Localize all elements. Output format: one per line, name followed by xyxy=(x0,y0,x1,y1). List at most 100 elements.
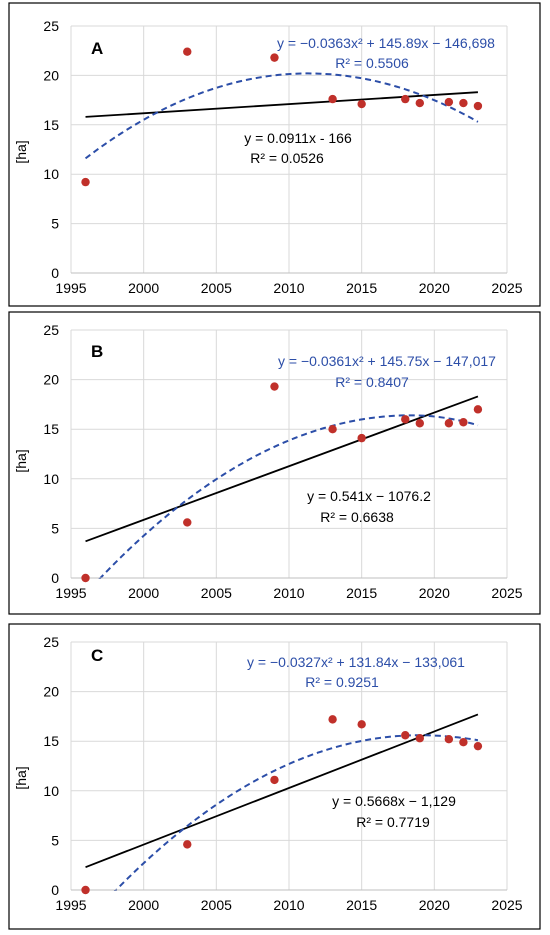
y-tick-label: 25 xyxy=(43,634,59,650)
data-point xyxy=(444,419,454,428)
data-point xyxy=(401,415,410,424)
x-tick-label: 2015 xyxy=(346,585,377,601)
data-point xyxy=(459,737,468,747)
y-tick-label: 25 xyxy=(43,322,59,338)
y-axis-label: [ha] xyxy=(13,449,29,472)
data-point xyxy=(444,735,454,744)
data-point xyxy=(183,47,192,56)
y-tick-label: 5 xyxy=(51,520,59,536)
x-tick-label: 2025 xyxy=(491,897,522,913)
trend-lines xyxy=(71,395,507,579)
panel-frame xyxy=(8,311,541,615)
data-point xyxy=(270,775,279,785)
x-tick-label: 1995 xyxy=(55,280,86,296)
x-tick-label: 2015 xyxy=(346,897,377,913)
linear-r2: R² = 0.0526 xyxy=(250,150,324,166)
x-tick-label: 2015 xyxy=(346,280,377,296)
y-tick-label: 5 xyxy=(51,216,59,232)
linear-equation: y = 0.5668x − 1,129 xyxy=(332,793,456,809)
data-point xyxy=(357,99,366,109)
y-tick-label: 25 xyxy=(43,18,59,34)
panel-label: A xyxy=(91,39,103,58)
data-point xyxy=(183,840,192,849)
data-point xyxy=(81,573,90,583)
x-tick-label: 2005 xyxy=(201,280,232,296)
x-tick-label: 2025 xyxy=(491,280,522,296)
y-tick-label: 15 xyxy=(43,117,59,133)
y-tick-label: 10 xyxy=(43,166,59,182)
data-point xyxy=(444,97,454,107)
x-tick-label: 2000 xyxy=(128,280,159,296)
polynomial-trendline xyxy=(98,414,479,579)
poly-r2: R² = 0.5506 xyxy=(335,55,409,71)
polynomial-trendline xyxy=(113,734,479,891)
trend-lines xyxy=(71,72,507,274)
data-point xyxy=(459,418,468,427)
y-tick-label: 15 xyxy=(43,421,59,437)
data-point xyxy=(357,433,366,443)
x-tick-label: 2005 xyxy=(201,897,232,913)
data-point xyxy=(270,382,279,391)
y-tick-label: 15 xyxy=(43,733,59,749)
data-point xyxy=(401,94,410,104)
x-tick-label: 2010 xyxy=(273,897,304,913)
linear-equation: y = 0.541x − 1076.2 xyxy=(307,488,431,504)
data-point xyxy=(473,405,483,414)
y-tick-label: 5 xyxy=(51,832,59,848)
poly-equation: y = −0.0361x² + 145.75x − 147,017 xyxy=(278,353,496,369)
linear-r2: R² = 0.6638 xyxy=(320,509,394,525)
data-point xyxy=(415,419,424,428)
linear-r2: R² = 0.7719 xyxy=(356,814,430,830)
y-tick-label: 0 xyxy=(51,570,59,586)
linear-trendline xyxy=(85,395,479,543)
poly-r2: R² = 0.8407 xyxy=(335,374,409,390)
poly-equation: y = −0.0327x² + 131.84x − 133,061 xyxy=(247,654,465,670)
data-point xyxy=(459,98,468,108)
panel-label: C xyxy=(91,646,103,665)
data-point xyxy=(415,734,424,743)
x-tick-label: 1995 xyxy=(55,897,86,913)
linear-equation: y = 0.0911x - 166 xyxy=(244,130,352,146)
data-point xyxy=(328,94,337,104)
y-tick-label: 0 xyxy=(51,882,59,898)
poly-r2: R² = 0.9251 xyxy=(305,674,379,690)
y-tick-label: 20 xyxy=(43,684,59,700)
x-tick-label: 1995 xyxy=(55,585,86,601)
linear-trendline xyxy=(85,713,479,869)
panel-label: B xyxy=(91,342,103,361)
poly-equation: y = −0.0363x² + 145.89x − 146,698 xyxy=(277,35,495,51)
data-point xyxy=(183,518,192,527)
x-tick-label: 2020 xyxy=(419,897,450,913)
y-axis-label: [ha] xyxy=(13,140,29,163)
y-tick-label: 10 xyxy=(43,471,59,487)
linear-trendline xyxy=(85,91,478,118)
x-tick-label: 2000 xyxy=(128,897,159,913)
data-point xyxy=(473,101,483,111)
x-tick-label: 2020 xyxy=(419,585,450,601)
x-tick-label: 2010 xyxy=(273,585,304,601)
trend-lines xyxy=(71,713,507,891)
data-point xyxy=(401,731,410,740)
data-point xyxy=(81,177,90,187)
data-points xyxy=(81,715,483,895)
y-tick-label: 0 xyxy=(51,265,59,281)
x-tick-label: 2000 xyxy=(128,585,159,601)
x-tick-label: 2020 xyxy=(419,280,450,296)
data-point xyxy=(81,885,90,895)
data-point xyxy=(270,53,279,62)
x-tick-label: 2005 xyxy=(201,585,232,601)
data-point xyxy=(328,425,337,434)
x-tick-label: 2025 xyxy=(491,585,522,601)
y-tick-label: 20 xyxy=(43,67,59,83)
x-tick-label: 2010 xyxy=(273,280,304,296)
y-tick-label: 20 xyxy=(43,372,59,388)
data-point xyxy=(473,741,483,751)
y-tick-label: 10 xyxy=(43,783,59,799)
data-points xyxy=(81,47,483,187)
